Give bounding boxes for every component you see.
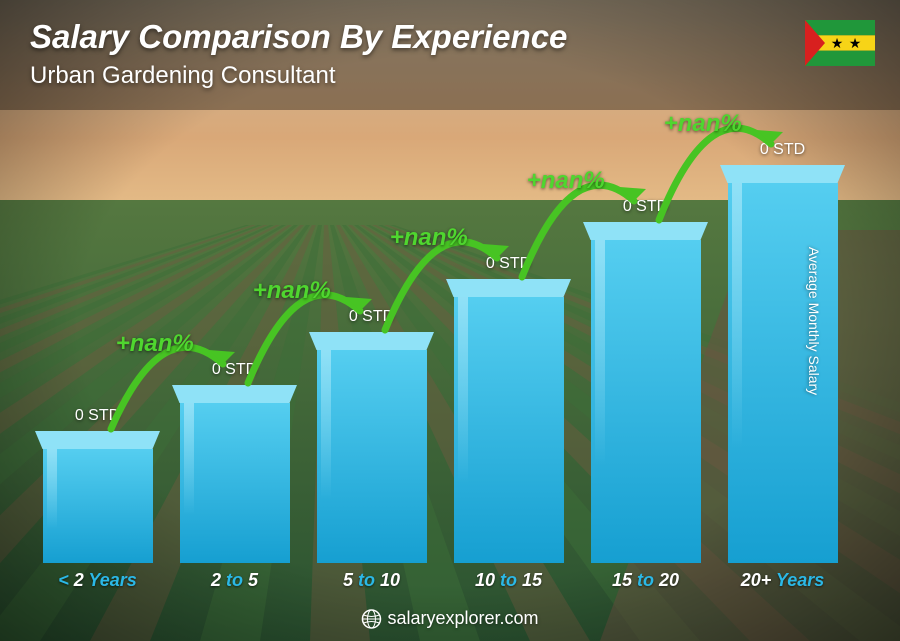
bar-3: +nan%0 STD [446, 255, 571, 563]
bars-container: 0 STD +nan%0 STD +nan%0 STD +nan%0 STD [35, 100, 845, 563]
chart-subtitle: Urban Gardening Consultant [30, 62, 336, 90]
pct-label: +nan% [116, 330, 194, 358]
country-flag: ★ ★ [805, 20, 875, 66]
y-axis-label: Average Monthly Salary [806, 246, 822, 394]
pct-label: +nan% [664, 110, 742, 138]
svg-text:★: ★ [831, 35, 844, 51]
chart-canvas: Salary Comparison By Experience Urban Ga… [0, 0, 900, 641]
pct-label: +nan% [527, 167, 605, 195]
x-labels: < 2 Years 2 to 5 5 to 10 10 to 15 15 to 20 20… [35, 570, 845, 591]
svg-text:★: ★ [849, 35, 862, 51]
pct-label: +nan% [253, 277, 331, 305]
bar-2: +nan%0 STD [309, 308, 434, 563]
x-label: 10 to 15 [446, 570, 571, 591]
globe-icon [361, 609, 381, 629]
x-label: < 2 Years [35, 570, 160, 591]
chart-area: 0 STD +nan%0 STD +nan%0 STD +nan%0 STD [35, 100, 845, 591]
footer-text: salaryexplorer.com [387, 608, 538, 629]
bar-body [35, 431, 160, 563]
x-label: 20+ Years [720, 570, 845, 591]
footer-attribution: salaryexplorer.com [361, 608, 538, 629]
bar-5: +nan%0 STD [720, 141, 845, 563]
pct-label: +nan% [390, 224, 468, 252]
chart-title: Salary Comparison By Experience [30, 18, 567, 56]
x-label: 15 to 20 [583, 570, 708, 591]
x-label: 5 to 10 [309, 570, 434, 591]
bar-4: +nan%0 STD [583, 198, 708, 563]
x-label: 2 to 5 [172, 570, 297, 591]
